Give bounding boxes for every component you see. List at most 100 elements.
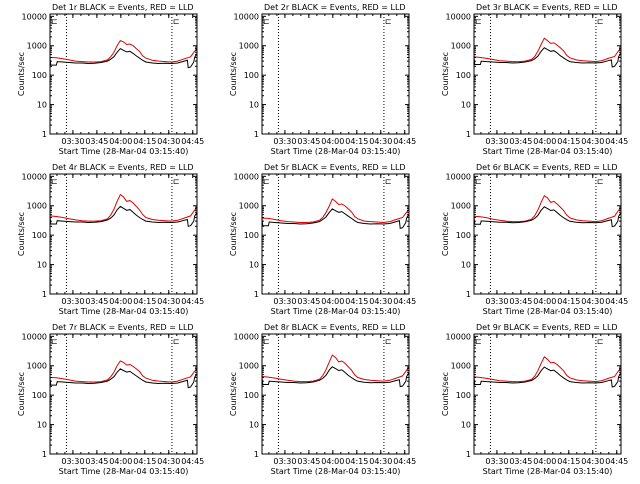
panel-title: Det 5r BLACK = Events, RED = LLD bbox=[264, 163, 406, 172]
y-tick-label: 1 bbox=[466, 290, 471, 299]
y-tick-label: 1 bbox=[42, 290, 47, 299]
y-tick-label: 1000 bbox=[27, 42, 47, 51]
x-tick-label: 04:30 bbox=[157, 457, 180, 466]
x-tick-label: 03:45 bbox=[85, 297, 108, 306]
x-tick-label: 03:30 bbox=[273, 457, 296, 466]
panel-title: Det 2r BLACK = Events, RED = LLD bbox=[264, 3, 406, 12]
x-tick-label: 04:45 bbox=[393, 297, 416, 306]
y-tick-label: 10 bbox=[37, 421, 47, 430]
plot-frame bbox=[261, 333, 410, 455]
x-tick-label: 04:15 bbox=[557, 457, 580, 466]
x-axis-label: Start Time (28-Mar-04 03:15:40) bbox=[483, 147, 613, 156]
x-tick-label: 04:45 bbox=[181, 457, 204, 466]
y-axis-label: Counts/sec bbox=[17, 372, 26, 416]
x-tick-label: 04:45 bbox=[181, 137, 204, 146]
corner-marker-icon: ⊏ bbox=[263, 17, 270, 26]
y-tick-label: 10000 bbox=[234, 172, 259, 181]
corner-marker-icon: ⊏ bbox=[263, 337, 270, 346]
lld-rate-line bbox=[261, 354, 410, 383]
x-axis-label: Start Time (28-Mar-04 03:15:40) bbox=[59, 467, 189, 476]
events-rate-line bbox=[49, 47, 198, 69]
corner-marker-icon: ⊏ bbox=[173, 177, 180, 186]
x-tick-label: 04:15 bbox=[345, 297, 368, 306]
corner-marker-icon: ⊏ bbox=[385, 17, 392, 26]
x-axis-label: Start Time (28-Mar-04 03:15:40) bbox=[483, 307, 613, 316]
y-tick-label: 10 bbox=[37, 261, 47, 270]
y-tick-label: 1000 bbox=[239, 362, 259, 371]
x-axis-label: Start Time (28-Mar-04 03:15:40) bbox=[271, 147, 401, 156]
x-tick-label: 04:45 bbox=[605, 297, 628, 306]
corner-marker-icon: ⊏ bbox=[51, 337, 58, 346]
x-tick-label: 04:15 bbox=[133, 457, 156, 466]
plot-frame bbox=[49, 173, 198, 295]
y-tick-label: 10000 bbox=[22, 12, 47, 21]
x-axis-label: Start Time (28-Mar-04 03:15:40) bbox=[271, 307, 401, 316]
events-rate-line bbox=[49, 368, 198, 389]
plot-frame bbox=[49, 13, 198, 135]
plot-frame bbox=[261, 13, 410, 135]
x-axis-label: Start Time (28-Mar-04 03:15:40) bbox=[59, 147, 189, 156]
x-tick-label: 04:00 bbox=[533, 297, 556, 306]
y-tick-label: 1000 bbox=[451, 42, 471, 51]
corner-marker-icon: ⊏ bbox=[475, 177, 482, 186]
x-tick-label: 04:30 bbox=[581, 297, 604, 306]
corner-marker-icon: ⊏ bbox=[597, 17, 604, 26]
y-tick-label: 1 bbox=[466, 130, 471, 139]
corner-marker-icon: ⊏ bbox=[51, 17, 58, 26]
x-tick-label: 04:45 bbox=[605, 137, 628, 146]
panel-title: Det 8r BLACK = Events, RED = LLD bbox=[264, 323, 406, 332]
y-tick-label: 1000 bbox=[451, 362, 471, 371]
y-tick-label: 1000 bbox=[27, 202, 47, 211]
x-tick-label: 04:00 bbox=[533, 457, 556, 466]
y-tick-label: 1 bbox=[42, 450, 47, 459]
x-tick-label: 04:30 bbox=[369, 457, 392, 466]
y-tick-label: 10000 bbox=[446, 12, 471, 21]
events-rate-line bbox=[473, 206, 622, 228]
x-tick-label: 03:30 bbox=[485, 297, 508, 306]
panel-title: Det 4r BLACK = Events, RED = LLD bbox=[52, 163, 194, 172]
x-tick-label: 03:45 bbox=[509, 137, 532, 146]
corner-marker-icon: ⊏ bbox=[51, 177, 58, 186]
x-tick-label: 04:00 bbox=[109, 297, 132, 306]
corner-marker-icon: ⊏ bbox=[385, 177, 392, 186]
events-rate-line bbox=[473, 47, 622, 68]
x-tick-label: 03:30 bbox=[273, 297, 296, 306]
y-tick-label: 10 bbox=[461, 261, 471, 270]
events-rate-line bbox=[49, 205, 198, 227]
corner-marker-icon: ⊏ bbox=[385, 337, 392, 346]
panel-title: Det 1r BLACK = Events, RED = LLD bbox=[52, 3, 194, 12]
panel-title: Det 7r BLACK = Events, RED = LLD bbox=[52, 323, 194, 332]
x-tick-label: 04:00 bbox=[533, 137, 556, 146]
x-tick-label: 04:15 bbox=[557, 137, 580, 146]
y-axis-label: Counts/sec bbox=[441, 52, 450, 96]
x-tick-label: 04:45 bbox=[393, 457, 416, 466]
plot-frame bbox=[49, 333, 198, 455]
x-tick-label: 03:45 bbox=[297, 297, 320, 306]
y-tick-label: 100 bbox=[456, 391, 471, 400]
detector-panel-4: Det 4r BLACK = Events, RED = LLD 1 10 100 10… bbox=[17, 163, 204, 316]
x-tick-label: 04:30 bbox=[581, 457, 604, 466]
y-tick-label: 10 bbox=[461, 421, 471, 430]
y-axis-label: Counts/sec bbox=[441, 372, 450, 416]
y-tick-label: 1000 bbox=[27, 362, 47, 371]
y-tick-label: 100 bbox=[244, 231, 259, 240]
x-tick-label: 03:45 bbox=[297, 457, 320, 466]
plot-frame bbox=[473, 13, 622, 135]
y-tick-label: 100 bbox=[244, 71, 259, 80]
corner-marker-icon: ⊏ bbox=[475, 17, 482, 26]
x-tick-label: 03:45 bbox=[85, 457, 108, 466]
y-tick-label: 1000 bbox=[239, 202, 259, 211]
y-tick-label: 1 bbox=[254, 130, 259, 139]
x-tick-label: 04:15 bbox=[133, 297, 156, 306]
x-tick-label: 03:45 bbox=[509, 457, 532, 466]
events-rate-line bbox=[261, 208, 410, 230]
y-axis-label: Counts/sec bbox=[229, 52, 238, 96]
x-tick-label: 04:00 bbox=[321, 457, 344, 466]
corner-marker-icon: ⊏ bbox=[597, 337, 604, 346]
events-rate-line bbox=[473, 366, 622, 388]
x-axis-label: Start Time (28-Mar-04 03:15:40) bbox=[271, 467, 401, 476]
x-tick-label: 04:15 bbox=[345, 457, 368, 466]
y-axis-label: Counts/sec bbox=[229, 212, 238, 256]
plot-frame bbox=[261, 173, 410, 295]
